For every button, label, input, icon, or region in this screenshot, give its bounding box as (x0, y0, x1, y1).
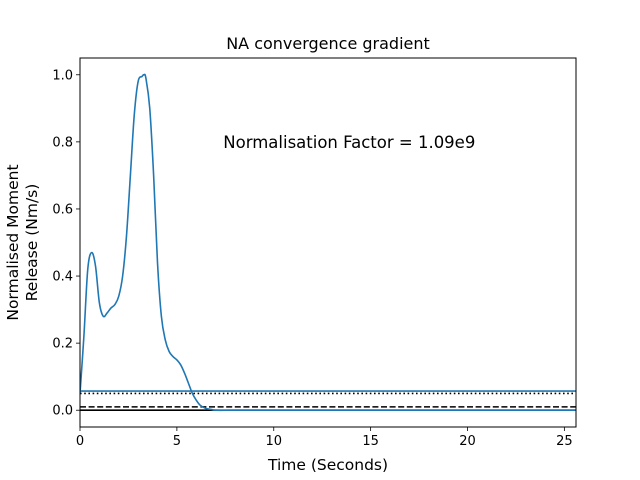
y-axis-title: Normalised Moment Release (Nm/s) (4, 164, 41, 320)
x-tick-label: 0 (76, 434, 84, 449)
ticks-layer: 0 5 10 15 20 25 0.0 0.2 0.4 0.6 0.8 1.0 (52, 68, 572, 449)
y-tick-label: 0.0 (52, 404, 73, 419)
y-axis-title-line-2: Release (Nm/s) (23, 184, 41, 302)
lines-layer (80, 73, 576, 412)
x-axis-title: Time (Seconds) (267, 456, 388, 474)
plot-frame (79, 57, 577, 428)
series-line-0 (80, 73, 576, 412)
y-tick-label: 0.4 (52, 270, 73, 285)
x-tick-label: 10 (265, 434, 282, 449)
x-tick-label: 20 (459, 434, 476, 449)
y-tick-label: 0.2 (52, 337, 73, 352)
chart-title: NA convergence gradient (226, 34, 430, 53)
y-tick-label: 0.6 (52, 202, 73, 217)
y-tick-label: 1.0 (52, 68, 73, 83)
x-tick-label: 5 (173, 434, 181, 449)
y-axis-title-line-1: Normalised Moment (4, 164, 22, 320)
x-tick-label: 25 (556, 434, 573, 449)
y-tick-label: 0.8 (52, 135, 73, 150)
x-tick-label: 15 (362, 434, 379, 449)
normalisation-annotation: Normalisation Factor = 1.09e9 (223, 133, 475, 152)
